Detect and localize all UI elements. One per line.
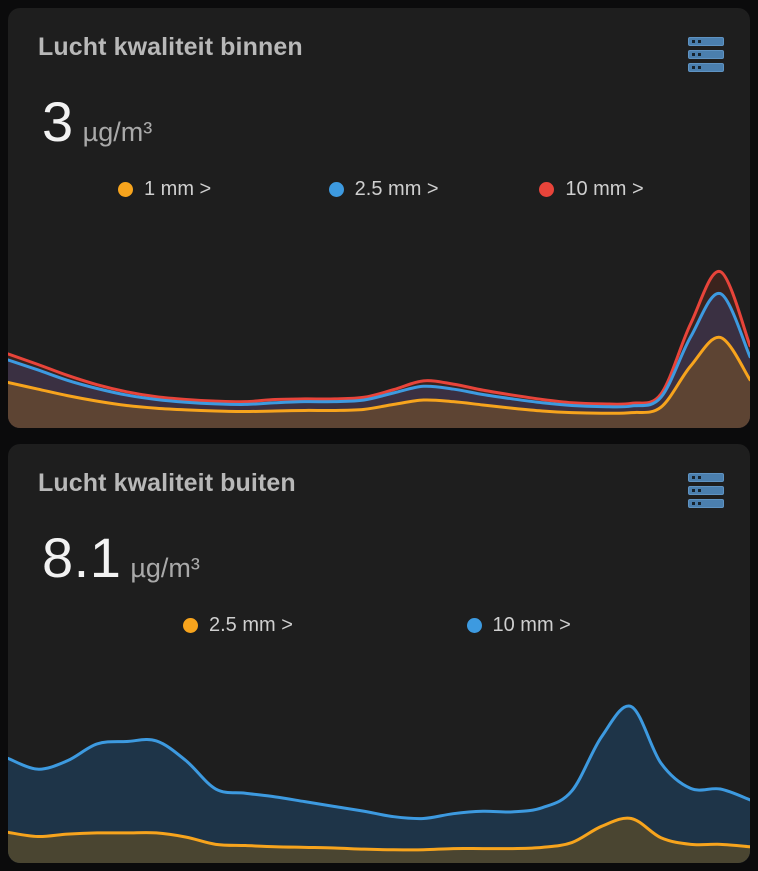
chart-area-10-mm- (8, 706, 750, 863)
legend-item[interactable]: 10 mm > (539, 178, 750, 201)
legend-label: 2.5 mm > (354, 178, 439, 200)
legend-dot-icon (466, 617, 482, 633)
legend-dot-icon (118, 182, 133, 197)
legend-dot-icon (328, 182, 344, 197)
legend-dot-icon (539, 182, 555, 197)
sensor-value-row: 3 µg/m³ (8, 72, 750, 150)
chart-area-1-mm- (8, 336, 750, 428)
sensor-unit: µg/m³ (82, 117, 153, 147)
sensor-value: 8.1 (42, 525, 122, 589)
air-quality-chart-indoor[interactable] (8, 248, 750, 428)
card-lucht-kwaliteit-binnen[interactable]: Lucht kwaliteit binnen 3 µg/m³ 1 mm > 2.… (8, 8, 750, 428)
chart-line-1-mm- (8, 337, 750, 413)
chart-line-10-mm- (8, 706, 750, 819)
server-rack-bar (688, 50, 724, 59)
chart-line-10-mm- (8, 271, 750, 404)
server-rack-bar (688, 37, 724, 46)
page-title: Lucht kwaliteit buiten (38, 468, 296, 497)
page-title: Lucht kwaliteit binnen (38, 33, 303, 61)
legend-item[interactable]: 10 mm > (466, 613, 751, 637)
card-lucht-kwaliteit-buiten[interactable]: Lucht kwaliteit buiten 8.1 µg/m³ 2.5 mm … (8, 443, 750, 863)
air-quality-chart-outdoor[interactable] (8, 683, 750, 863)
legend-dot-icon (183, 617, 198, 633)
sensor-value: 3 (42, 90, 74, 153)
card-header: Lucht kwaliteit buiten (8, 444, 750, 508)
chart-svg (8, 248, 750, 428)
card-header: Lucht kwaliteit binnen (8, 8, 750, 72)
legend-item[interactable]: 1 mm > (118, 178, 329, 201)
legend-label: 10 mm > (492, 613, 571, 636)
legend-item[interactable]: 2.5 mm > (183, 614, 467, 637)
chart-line-2-5-mm- (8, 293, 750, 407)
server-rack-bar (688, 498, 724, 508)
legend-label: 2.5 mm > (209, 613, 293, 636)
chart-area-2-5-mm- (8, 818, 750, 863)
server-rack-icon[interactable] (688, 35, 724, 72)
chart-legend: 1 mm > 2.5 mm > 10 mm > (8, 150, 750, 201)
server-rack-bar (688, 63, 724, 72)
legend-label: 1 mm > (144, 178, 212, 200)
sensor-value-row: 8.1 µg/m³ (8, 508, 750, 586)
server-rack-bar (688, 485, 724, 495)
server-rack-icon[interactable] (688, 471, 724, 508)
legend-item[interactable]: 2.5 mm > (328, 178, 540, 201)
legend-label: 10 mm > (565, 178, 644, 200)
server-rack-bar (688, 472, 724, 482)
sensor-unit: µg/m³ (130, 552, 200, 583)
chart-svg (8, 683, 750, 863)
chart-line-2-5-mm- (8, 818, 750, 850)
chart-legend: 2.5 mm > 10 mm > (8, 586, 750, 637)
